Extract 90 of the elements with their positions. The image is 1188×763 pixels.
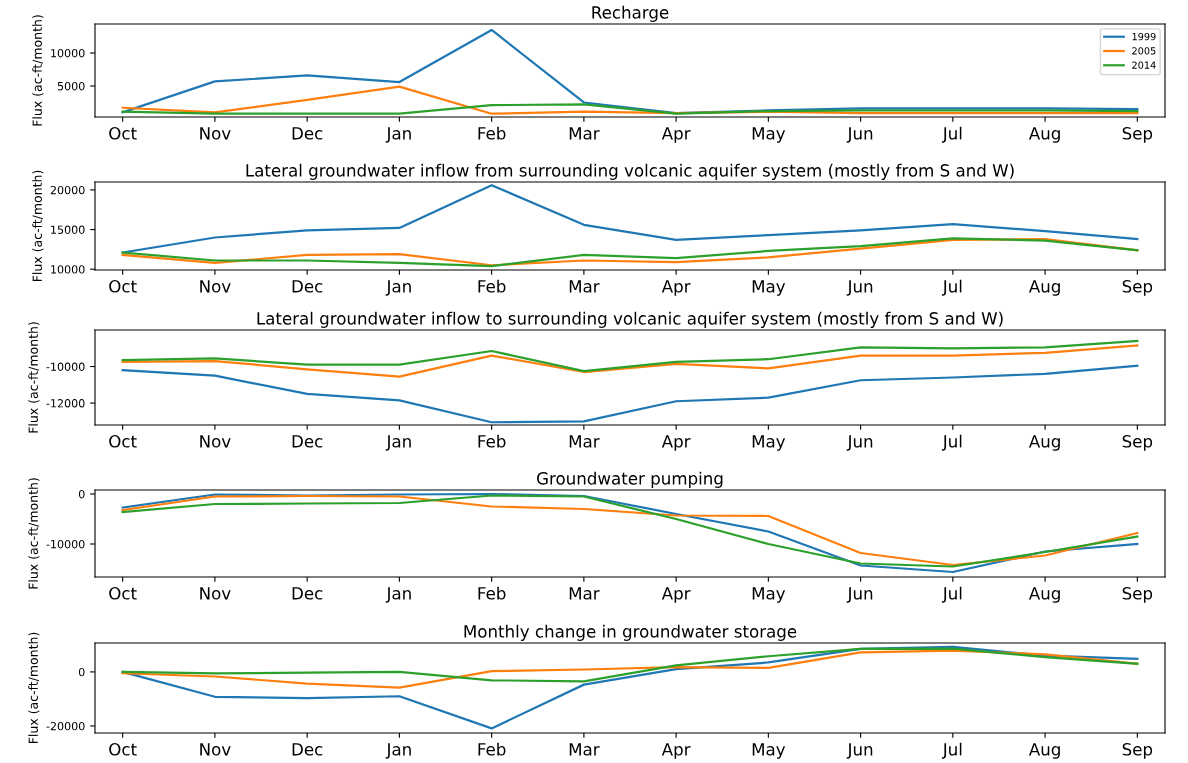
x-tick-label: Feb <box>478 126 506 140</box>
x-tick-label: Feb <box>478 279 506 293</box>
y-axis-title: Flux (ac-ft/month) <box>28 322 40 433</box>
line-series <box>121 103 1139 115</box>
y-tick-label: 10000 <box>51 49 85 58</box>
x-tick-label: Jul <box>941 126 962 143</box>
x-tick-label: Jan <box>385 743 411 759</box>
x-tick-label: Aug <box>1028 743 1060 759</box>
y-tick-label: 10000 <box>51 265 85 274</box>
chart-title: Lateral groundwater inflow to surrounding volcanic aquifer system (mostly from S and W) <box>257 311 1003 328</box>
x-tick-label: Jan <box>385 127 411 143</box>
chart-title: Recharge <box>592 5 669 22</box>
x-tick-label: Sep <box>1122 435 1153 451</box>
y-tick-label: 0 <box>78 667 85 677</box>
x-tick-label: Feb <box>478 434 506 448</box>
legend-label: 1999 <box>1132 32 1156 41</box>
x-tick-label: Jan <box>385 280 411 296</box>
y-axis-title: Flux (ac-ft/month) <box>28 632 40 744</box>
y-tick-label: -12000 <box>46 399 85 408</box>
y-tick-label: 0 <box>78 489 85 499</box>
x-tick-label: Dec <box>292 435 323 448</box>
legend-label: 2014 <box>1132 61 1156 69</box>
line-series <box>121 85 1139 115</box>
x-tick-label: Mar <box>569 435 600 448</box>
x-tick-label: Nov <box>200 280 231 293</box>
x-tick-label: Jun <box>846 435 873 451</box>
x-tick-label: Mar <box>569 587 600 600</box>
x-tick-label: Apr <box>661 127 691 143</box>
x-tick-label: May <box>752 127 786 143</box>
x-tick-label: May <box>752 435 786 451</box>
line-series <box>121 364 1139 424</box>
x-tick-label: Mar <box>569 127 600 140</box>
x-tick-label: Jul <box>941 586 962 603</box>
x-tick-label: Sep <box>1122 280 1153 296</box>
x-tick-label: Dec <box>292 587 323 600</box>
x-tick-label: Dec <box>292 280 323 293</box>
x-tick-label: Jul <box>941 434 962 451</box>
x-tick-label: May <box>752 743 786 759</box>
x-tick-label: Dec <box>292 743 323 756</box>
x-tick-label: Feb <box>478 742 506 756</box>
x-tick-label: Jul <box>941 742 962 759</box>
y-tick-label: 20000 <box>50 185 85 195</box>
line-series <box>121 645 1139 730</box>
y-tick-label: 15000 <box>51 225 85 234</box>
x-tick-label: May <box>752 587 786 603</box>
x-tick-label: Aug <box>1028 587 1060 603</box>
x-tick-label: Sep <box>1122 743 1153 759</box>
x-tick-label: Mar <box>569 280 600 293</box>
x-tick-label: Mar <box>569 743 600 756</box>
line-series <box>121 647 1139 683</box>
x-tick-label: Jun <box>846 127 873 143</box>
x-tick-label: Jun <box>846 743 873 759</box>
x-tick-label: Dec <box>292 127 323 140</box>
x-tick-label: Jun <box>846 587 873 603</box>
x-tick-label: Apr <box>661 435 691 451</box>
x-tick-label: Jan <box>385 587 411 603</box>
y-tick-label: -20000 <box>46 721 85 731</box>
legend-label: 2005 <box>1132 47 1156 55</box>
x-tick-label: Apr <box>661 587 691 603</box>
x-tick-label: Aug <box>1028 280 1060 296</box>
chart-title: Groundwater pumping <box>537 471 723 488</box>
x-tick-label: Nov <box>200 435 231 448</box>
y-axis-title: Flux (ac-ft/month) <box>28 478 40 589</box>
x-tick-label: May <box>752 280 786 296</box>
line-series <box>121 184 1139 254</box>
x-tick-label: Jul <box>941 279 962 296</box>
x-tick-label: Oct <box>109 587 137 600</box>
x-tick-label: Oct <box>109 743 137 756</box>
x-tick-label: Nov <box>200 127 231 140</box>
x-tick-label: Aug <box>1028 435 1060 451</box>
x-tick-label: Aug <box>1028 127 1060 143</box>
x-tick-label: Nov <box>200 587 231 600</box>
x-tick-label: Apr <box>661 280 691 296</box>
x-tick-label: Jun <box>846 280 873 296</box>
chart-title: Monthly change in groundwater storage <box>464 624 797 641</box>
x-tick-label: Apr <box>661 743 691 759</box>
x-tick-label: Feb <box>478 586 506 600</box>
x-tick-label: Jan <box>385 435 411 451</box>
y-axis-title: Flux (ac-ft/month) <box>32 15 44 126</box>
x-tick-label: Sep <box>1122 587 1153 603</box>
y-tick-label: -10000 <box>46 362 85 371</box>
x-tick-label: Oct <box>109 280 137 293</box>
x-tick-label: Nov <box>200 743 231 756</box>
y-axis-title: Flux (ac-ft/month) <box>32 170 44 282</box>
y-tick-label: -10000 <box>46 539 85 549</box>
x-tick-label: Sep <box>1122 127 1153 143</box>
x-tick-label: Oct <box>109 127 137 140</box>
y-tick-label: 5000 <box>57 81 85 91</box>
chart-title: Lateral groundwater inflow from surrounding volcanic aquifer system (mostly from S and W) <box>246 163 1014 180</box>
x-tick-label: Oct <box>109 435 137 448</box>
